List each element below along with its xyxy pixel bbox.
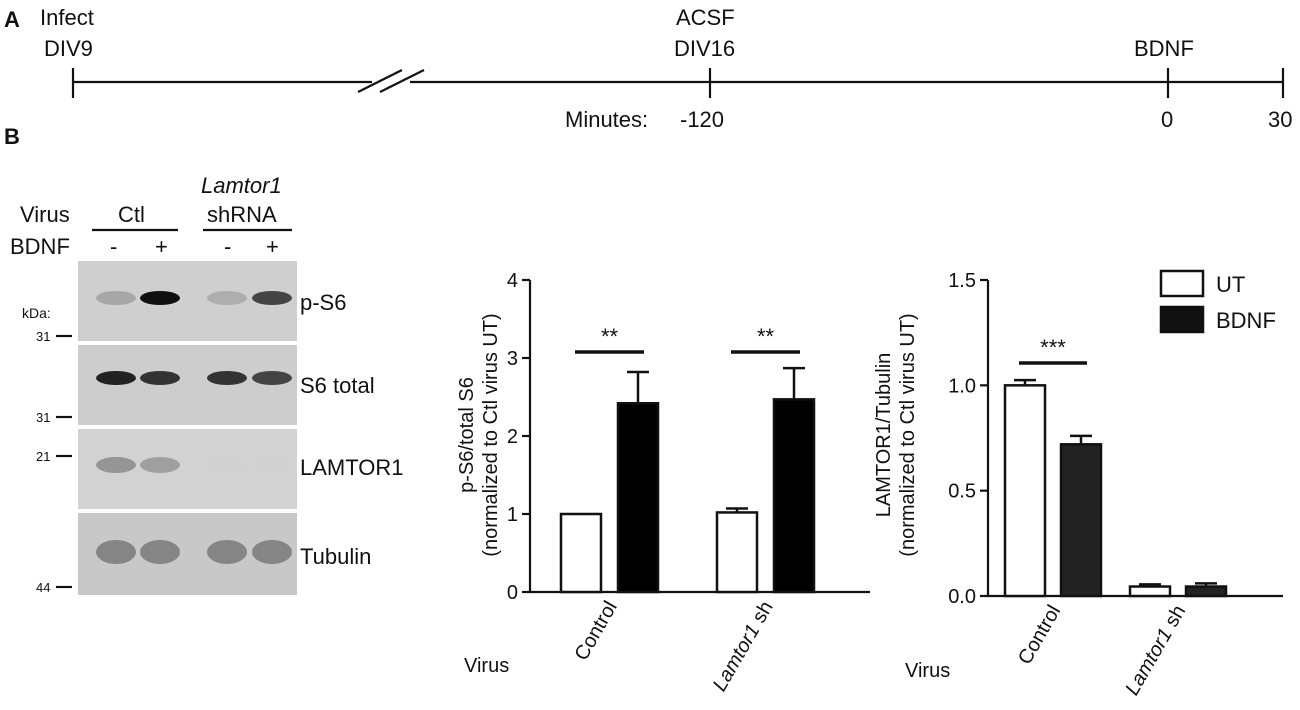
group-shrna-line2: shRNA — [207, 202, 277, 227]
band-s6-total-lane-2 — [140, 371, 180, 385]
event-bdnf: BDNF — [1134, 36, 1194, 61]
blot-strip-s6-total — [78, 345, 297, 425]
chart1-virus-label: Virus — [464, 655, 509, 677]
group-ctl-label: Ctl — [118, 202, 145, 227]
chart2-ytick-label-2: 1.0 — [948, 375, 976, 397]
marker-21: 21 — [36, 449, 50, 464]
chart1-plot-area: 0 1 2 3 4 Control ** Lamtor1 sh ** — [507, 270, 870, 695]
kda-label: kDa: — [22, 305, 51, 321]
group-shrna-line1: Lamtor1 — [201, 173, 282, 198]
chart-ps6-ratio: p-S6/total S6 (normalized to Ctl virus U… — [456, 270, 870, 695]
band-lamtor1-lane-2 — [140, 457, 180, 473]
chart2-xcat-label-lamtor1-sh: Lamtor1 sh — [1121, 602, 1190, 700]
axis-break-mark — [357, 69, 425, 93]
chart2-plot-area: 0.0 0.5 1.0 1.5 Control *** Lamtor1 sh — [948, 270, 1283, 699]
band-p-s6-lane-1 — [96, 291, 136, 305]
band-label-p-s6: p-S6 — [300, 290, 346, 315]
chart1-bar-bdnf-control — [616, 401, 660, 594]
band-lamtor1-lane-4 — [252, 457, 292, 473]
legend-swatch-bdnf — [1159, 305, 1205, 334]
marker-44: 44 — [36, 580, 50, 595]
chart2-sig-label-control: *** — [1040, 335, 1066, 360]
virus-row-label: Virus — [20, 202, 70, 227]
chart2-bar-ut-control — [1003, 384, 1047, 598]
band-lamtor1-lane-1 — [96, 457, 136, 473]
chart1-xcat-label-lamtor1-sh: Lamtor1 sh — [709, 598, 778, 696]
chart2-legend: UT BDNF — [1159, 269, 1276, 334]
minutes-tick-0: 0 — [1161, 107, 1173, 132]
band-tubulin-lane-4 — [252, 540, 292, 564]
band-s6-total-lane-1 — [96, 371, 136, 385]
minutes-tick-30: 30 — [1268, 107, 1292, 132]
chart-lamtor1-ratio: LAMTOR1/Tubulin (normalized to Ctl virus… — [873, 269, 1283, 699]
marker-31-a: 31 — [36, 329, 50, 344]
chart1-ytick-label-2: 2 — [507, 426, 518, 448]
chart1-ytick-label-3: 3 — [507, 348, 518, 370]
panel-a-timeline: A Infect DIV9 ACSF DIV16 BDNF Minutes: -… — [4, 5, 1292, 132]
band-p-s6-lane-3 — [207, 291, 247, 305]
lane-sign-4: + — [266, 234, 279, 259]
chart2-bar-ut-lamtor1-sh — [1128, 585, 1172, 598]
chart1-xcat-label-control: Control — [571, 598, 622, 665]
panel-a-label: A — [4, 7, 20, 32]
panel-b-blot: B Lamtor1 Virus Ctl shRNA BDNF - + - + p… — [4, 124, 404, 595]
chart2-virus-label: Virus — [905, 660, 950, 682]
legend-label-ut: UT — [1216, 272, 1245, 297]
band-tubulin-lane-3 — [207, 540, 247, 564]
band-p-s6-lane-2 — [140, 291, 180, 305]
minutes-label: Minutes: — [565, 107, 648, 132]
band-label-lamtor1: LAMTOR1 — [300, 455, 404, 480]
chart2-bar-bdnf-control — [1059, 443, 1103, 598]
band-tubulin-lane-1 — [96, 540, 136, 564]
lane-sign-1: - — [110, 234, 117, 259]
chart1-bar-ut-lamtor1-sh — [715, 511, 759, 594]
chart2-ytick-label-0: 0.0 — [948, 586, 976, 608]
chart1-sig-label-lamtor1-sh: ** — [757, 324, 775, 349]
event-acsf-top: ACSF — [676, 5, 735, 30]
band-tubulin-lane-2 — [140, 540, 180, 564]
event-acsf-bottom: DIV16 — [674, 36, 735, 61]
legend-label-bdnf: BDNF — [1216, 308, 1276, 333]
chart1-bar-ut-control — [559, 512, 603, 594]
event-infect-bottom: DIV9 — [44, 36, 93, 61]
chart1-ylabel-line2: (normalized to Ctl virus UT) — [480, 313, 502, 556]
chart1-bar-bdnf-lamtor1-sh — [772, 398, 816, 594]
lane-sign-2: + — [155, 234, 168, 259]
band-label-tubulin: Tubulin — [300, 544, 371, 569]
lane-sign-3: - — [224, 234, 231, 259]
blot-bands — [96, 291, 292, 564]
chart1-ylabel-line1: p-S6/total S6 — [456, 377, 478, 493]
chart2-ytick-label-3: 1.5 — [948, 270, 976, 292]
chart1-ytick-label-1: 1 — [507, 504, 518, 526]
legend-swatch-ut — [1159, 269, 1205, 298]
band-p-s6-lane-4 — [252, 291, 292, 305]
minutes-tick-neg120: -120 — [680, 107, 724, 132]
chart1-ytick-label-4: 4 — [507, 270, 518, 292]
band-s6-total-lane-3 — [207, 371, 247, 385]
chart1-sig-label-control: ** — [601, 324, 619, 349]
band-lamtor1-lane-3 — [207, 457, 247, 473]
panel-b-label: B — [4, 124, 20, 149]
event-infect-top: Infect — [40, 5, 94, 30]
chart2-ytick-label-1: 0.5 — [948, 481, 976, 503]
chart1-ytick-label-0: 0 — [507, 582, 518, 604]
chart2-ylabel-line1: LAMTOR1/Tubulin — [873, 353, 895, 518]
marker-31-b: 31 — [36, 410, 50, 425]
chart2-bar-bdnf-lamtor1-sh — [1184, 585, 1228, 598]
band-s6-total-lane-4 — [252, 371, 292, 385]
bdnf-row-label: BDNF — [10, 234, 70, 259]
band-label-s6-total: S6 total — [300, 373, 375, 398]
chart2-ylabel-line2: (normalized to Ctl virus UT) — [897, 313, 919, 556]
chart2-xcat-label-control: Control — [1014, 602, 1065, 669]
